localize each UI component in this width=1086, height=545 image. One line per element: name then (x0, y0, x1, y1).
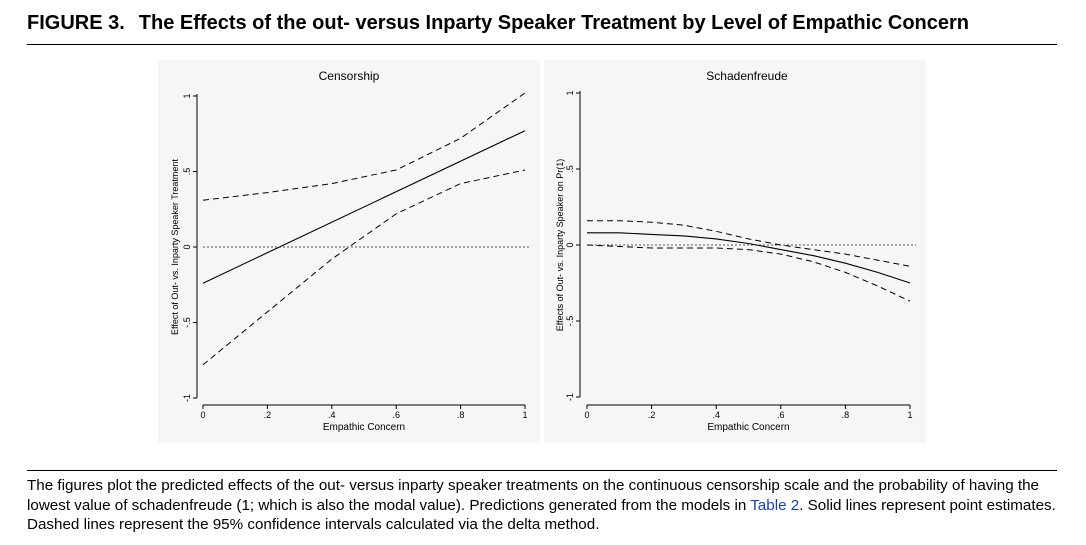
schadenfreude-y-axis-label: Effects of Out- vs. Inparty Speaker on P… (555, 159, 565, 331)
censorship-x-tick-label: .2 (264, 410, 272, 420)
censorship-x-tick-label: .4 (328, 410, 336, 420)
schadenfreude-x-tick-label: .2 (648, 410, 656, 420)
schadenfreude-x-tick-label: .4 (712, 410, 720, 420)
figure-title: The Effects of the out- versus Inparty S… (138, 12, 970, 34)
censorship-title: Censorship (319, 69, 380, 83)
top-rule (27, 44, 1057, 45)
censorship-x-tick-label: 1 (522, 410, 527, 420)
schadenfreude-x-tick-label: 1 (907, 410, 912, 420)
figure-heading: FIGURE 3. The Effects of the out- versus … (27, 12, 969, 35)
schadenfreude-panel-background (544, 60, 926, 443)
schadenfreude-x-tick-label: .8 (842, 410, 850, 420)
censorship-x-tick-label: 0 (200, 410, 205, 420)
schadenfreude-y-tick-label: -.5 (565, 316, 575, 327)
schadenfreude-x-tick-label: 0 (584, 410, 589, 420)
schadenfreude-lower-ci-line (586, 244, 911, 302)
censorship-y-tick-label: -.5 (182, 317, 192, 328)
schadenfreude-estimate-line (587, 232, 911, 284)
censorship-x-tick-label: .6 (392, 410, 400, 420)
censorship-x-axis-label: Empathic Concern (323, 422, 405, 433)
figure-caption: The figures plot the predicted effects o… (27, 476, 1062, 535)
schadenfreude-y-tick-label: -1 (565, 393, 575, 401)
censorship-lower-ci-line (202, 169, 526, 366)
censorship-y-axis-label: Effect of Out- vs. Inparty Speaker Treat… (170, 159, 180, 335)
figure-charts: Censorship -1 -.5 0 .5 1 0 .2 .4 .6 .8 1 Empathic Co… (170, 69, 916, 433)
censorship-panel-background (158, 60, 540, 443)
censorship-estimate-line (202, 130, 526, 284)
censorship-y-tick-label: 1 (182, 93, 192, 98)
figure-number: FIGURE 3. (27, 12, 125, 34)
table-2-link[interactable]: Table 2 (750, 496, 800, 514)
censorship-upper-ci-line (202, 92, 526, 201)
schadenfreude-x-tick-label: .6 (777, 410, 785, 420)
schadenfreude-y-tick-label: 0 (565, 242, 575, 247)
censorship-y-tick-label: .5 (182, 168, 192, 176)
schadenfreude-x-axis-label: Empathic Concern (707, 422, 789, 433)
schadenfreude-title: Schadenfreude (706, 69, 788, 83)
censorship-y-tick-label: -1 (182, 394, 192, 402)
schadenfreude-y-tick-label: 1 (565, 90, 575, 95)
censorship-y-tick-label: 0 (182, 244, 192, 249)
censorship-x-tick-label: .8 (457, 410, 465, 420)
caption-text-before-link: The figures plot the predicted effects o… (27, 477, 1039, 514)
schadenfreude-upper-ci-line (587, 220, 911, 267)
caption-text-after-link: . Solid lines represent point estimates.… (27, 496, 1056, 534)
schadenfreude-y-tick-label: .5 (565, 165, 575, 173)
bottom-rule (27, 470, 1057, 471)
